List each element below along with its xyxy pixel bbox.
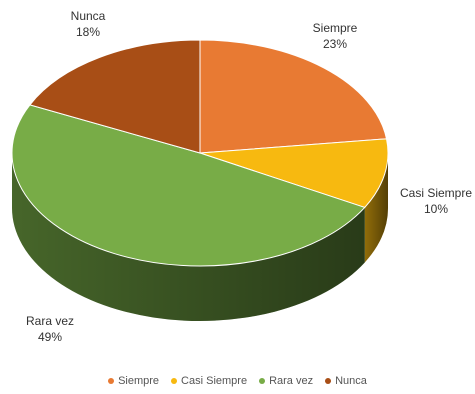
legend-swatch-nunca [325, 378, 332, 384]
legend-label-casi-siempre: Casi Siempre [181, 375, 248, 387]
pie-side-shade-rara-vez [12, 153, 365, 321]
slice-value-nunca: 18% [76, 25, 100, 39]
pie-side-shade-casi-siempre [364, 153, 388, 263]
slice-label-siempre: Siempre [313, 21, 358, 35]
pie-slice-rara-vez [11, 104, 366, 267]
slice-value-siempre: 23% [323, 37, 347, 51]
pie-slice-siempre [199, 39, 388, 154]
pie-sides [12, 153, 388, 321]
pie-labels: Siempre 23% Casi Siempre 10% Rara vez 49% Nunc… [26, 9, 472, 344]
pie-tops [11, 39, 389, 267]
legend-swatch-casi-siempre [171, 378, 178, 384]
legend-item-nunca: Nunca [325, 375, 367, 387]
slice-label-nunca: Nunca [71, 9, 106, 23]
legend-swatch-rara-vez [259, 378, 266, 384]
legend-swatch-siempre [108, 378, 115, 384]
pie-slice-nunca [29, 39, 201, 154]
legend: Siempre Casi Siempre Rara vez Nunca [0, 375, 475, 387]
slice-value-casi-siempre: 10% [424, 202, 448, 216]
slice-value-rara-vez: 49% [38, 330, 62, 344]
legend-item-siempre: Siempre [108, 375, 159, 387]
legend-label-siempre: Siempre [118, 375, 160, 387]
legend-label-nunca: Nunca [335, 375, 367, 387]
legend-item-casi-siempre: Casi Siempre [171, 375, 247, 387]
slice-label-rara-vez: Rara vez [26, 314, 74, 328]
pie-slice-casi-siempre [199, 138, 389, 209]
legend-item-rara-vez: Rara vez [259, 375, 313, 387]
slice-label-casi-siempre: Casi Siempre [400, 186, 472, 200]
legend-label-rara-vez: Rara vez [269, 375, 314, 387]
